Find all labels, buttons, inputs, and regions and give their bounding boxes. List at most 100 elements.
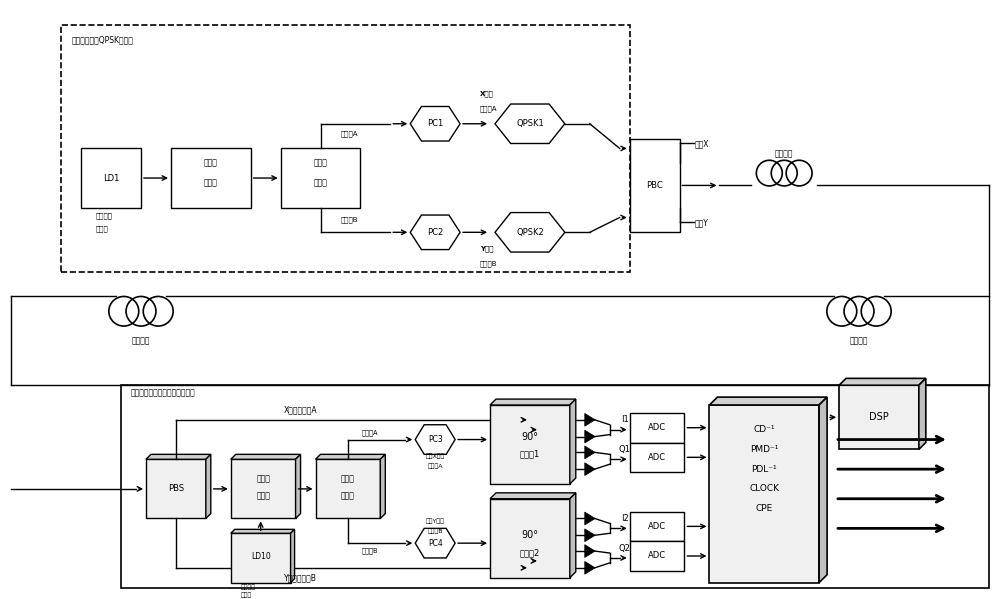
Text: PMD⁻¹: PMD⁻¹ [750,445,778,454]
Text: 生成器: 生成器 [204,179,218,187]
Text: PC1: PC1 [427,119,443,128]
Polygon shape [415,528,455,558]
Polygon shape [410,107,460,141]
Polygon shape [570,399,576,484]
Bar [316,459,380,519]
Text: CD⁻¹: CD⁻¹ [754,425,775,434]
Polygon shape [296,455,301,519]
Polygon shape [585,544,595,558]
Polygon shape [919,379,926,449]
Polygon shape [490,493,576,499]
Text: 标准波长: 标准波长 [96,212,113,219]
Text: ADC: ADC [648,423,666,432]
Polygon shape [585,413,595,426]
Bar [490,405,570,484]
Bar [231,533,291,583]
Text: 双载波单偏振相干电处理接收机: 双载波单偏振相干电处理接收机 [131,389,196,398]
Polygon shape [380,455,385,519]
Polygon shape [709,397,827,405]
Text: PBS: PBS [168,485,184,494]
Bar [61,25,630,272]
Polygon shape [231,455,301,459]
Polygon shape [495,104,565,144]
Polygon shape [415,425,455,455]
Text: ADC: ADC [648,453,666,462]
Text: QPSK2: QPSK2 [516,228,544,237]
Text: CLOCK: CLOCK [749,485,779,494]
Text: X偏振光信号A: X偏振光信号A [284,406,317,415]
Bar [630,138,680,232]
Text: 光信号A: 光信号A [340,131,358,137]
Text: 混频器2: 混频器2 [520,549,540,558]
Text: 传输光纤: 传输光纤 [775,149,793,158]
Text: DSP: DSP [869,412,889,422]
Text: 双载波: 双载波 [256,474,270,483]
Text: 光信号A: 光信号A [362,429,379,436]
Text: QPSK1: QPSK1 [516,119,544,128]
Text: 90°: 90° [521,432,538,441]
Polygon shape [839,379,926,385]
Polygon shape [585,529,595,541]
Text: ADC: ADC [648,522,666,531]
Text: LD1: LD1 [103,174,119,183]
Polygon shape [570,493,576,577]
Polygon shape [410,215,460,250]
Bar [839,385,919,449]
Polygon shape [206,455,211,519]
Text: 光信号B: 光信号B [427,528,443,534]
Text: 本地Y偏振: 本地Y偏振 [426,519,445,524]
Text: 90°: 90° [521,530,538,540]
Text: 光信号B: 光信号B [362,547,379,554]
Text: Q2: Q2 [619,544,631,553]
Text: X偏振: X偏振 [480,91,494,98]
Polygon shape [585,430,595,443]
Text: I1: I1 [621,415,629,424]
Text: LD10: LD10 [251,552,271,561]
Text: 光信号A: 光信号A [480,105,498,112]
Text: 双载波: 双载波 [204,159,218,168]
Polygon shape [291,530,295,583]
Text: PDL⁻¹: PDL⁻¹ [751,465,777,474]
Bar [281,149,360,208]
Text: 混频器1: 混频器1 [520,450,540,459]
Text: 光信号A: 光信号A [427,464,443,469]
Bar [630,512,684,541]
Bar [630,443,684,472]
Text: PC4: PC4 [428,539,443,547]
Polygon shape [819,397,827,583]
Polygon shape [585,512,595,525]
Text: 传输光纤: 传输光纤 [850,337,868,346]
Text: 偏振X: 偏振X [694,139,709,148]
Bar [630,413,684,443]
Polygon shape [585,561,595,574]
Text: 复用器: 复用器 [314,179,327,187]
Polygon shape [316,455,385,459]
Polygon shape [231,530,295,533]
Text: PBC: PBC [646,181,663,190]
Text: 光学解: 光学解 [314,159,327,168]
Text: 双载波单偏振QPSK发射机: 双载波单偏振QPSK发射机 [71,35,133,44]
Text: ADC: ADC [648,552,666,561]
Text: 光信号B: 光信号B [340,216,358,223]
Bar [121,385,989,588]
Text: 生成器: 生成器 [256,491,270,500]
Polygon shape [490,399,576,405]
Text: 标准波长: 标准波长 [241,585,256,591]
Text: 本地X偏振: 本地X偏振 [426,453,445,459]
Text: 复用器: 复用器 [341,491,355,500]
Text: Y偏振: Y偏振 [480,246,494,252]
Bar [709,405,819,583]
Text: PC3: PC3 [428,435,443,444]
Text: 偏振Y: 偏振Y [694,218,708,227]
Polygon shape [585,463,595,476]
Polygon shape [585,446,595,459]
Text: 传输光纤: 传输光纤 [132,337,150,346]
Bar [490,499,570,577]
Text: I2: I2 [621,514,629,523]
Text: 光学解: 光学解 [341,474,355,483]
Text: 光信号: 光信号 [241,592,252,598]
Text: PC2: PC2 [427,228,443,237]
Text: Y偏振光信号B: Y偏振光信号B [284,573,317,582]
Bar [81,149,141,208]
Polygon shape [495,213,565,252]
